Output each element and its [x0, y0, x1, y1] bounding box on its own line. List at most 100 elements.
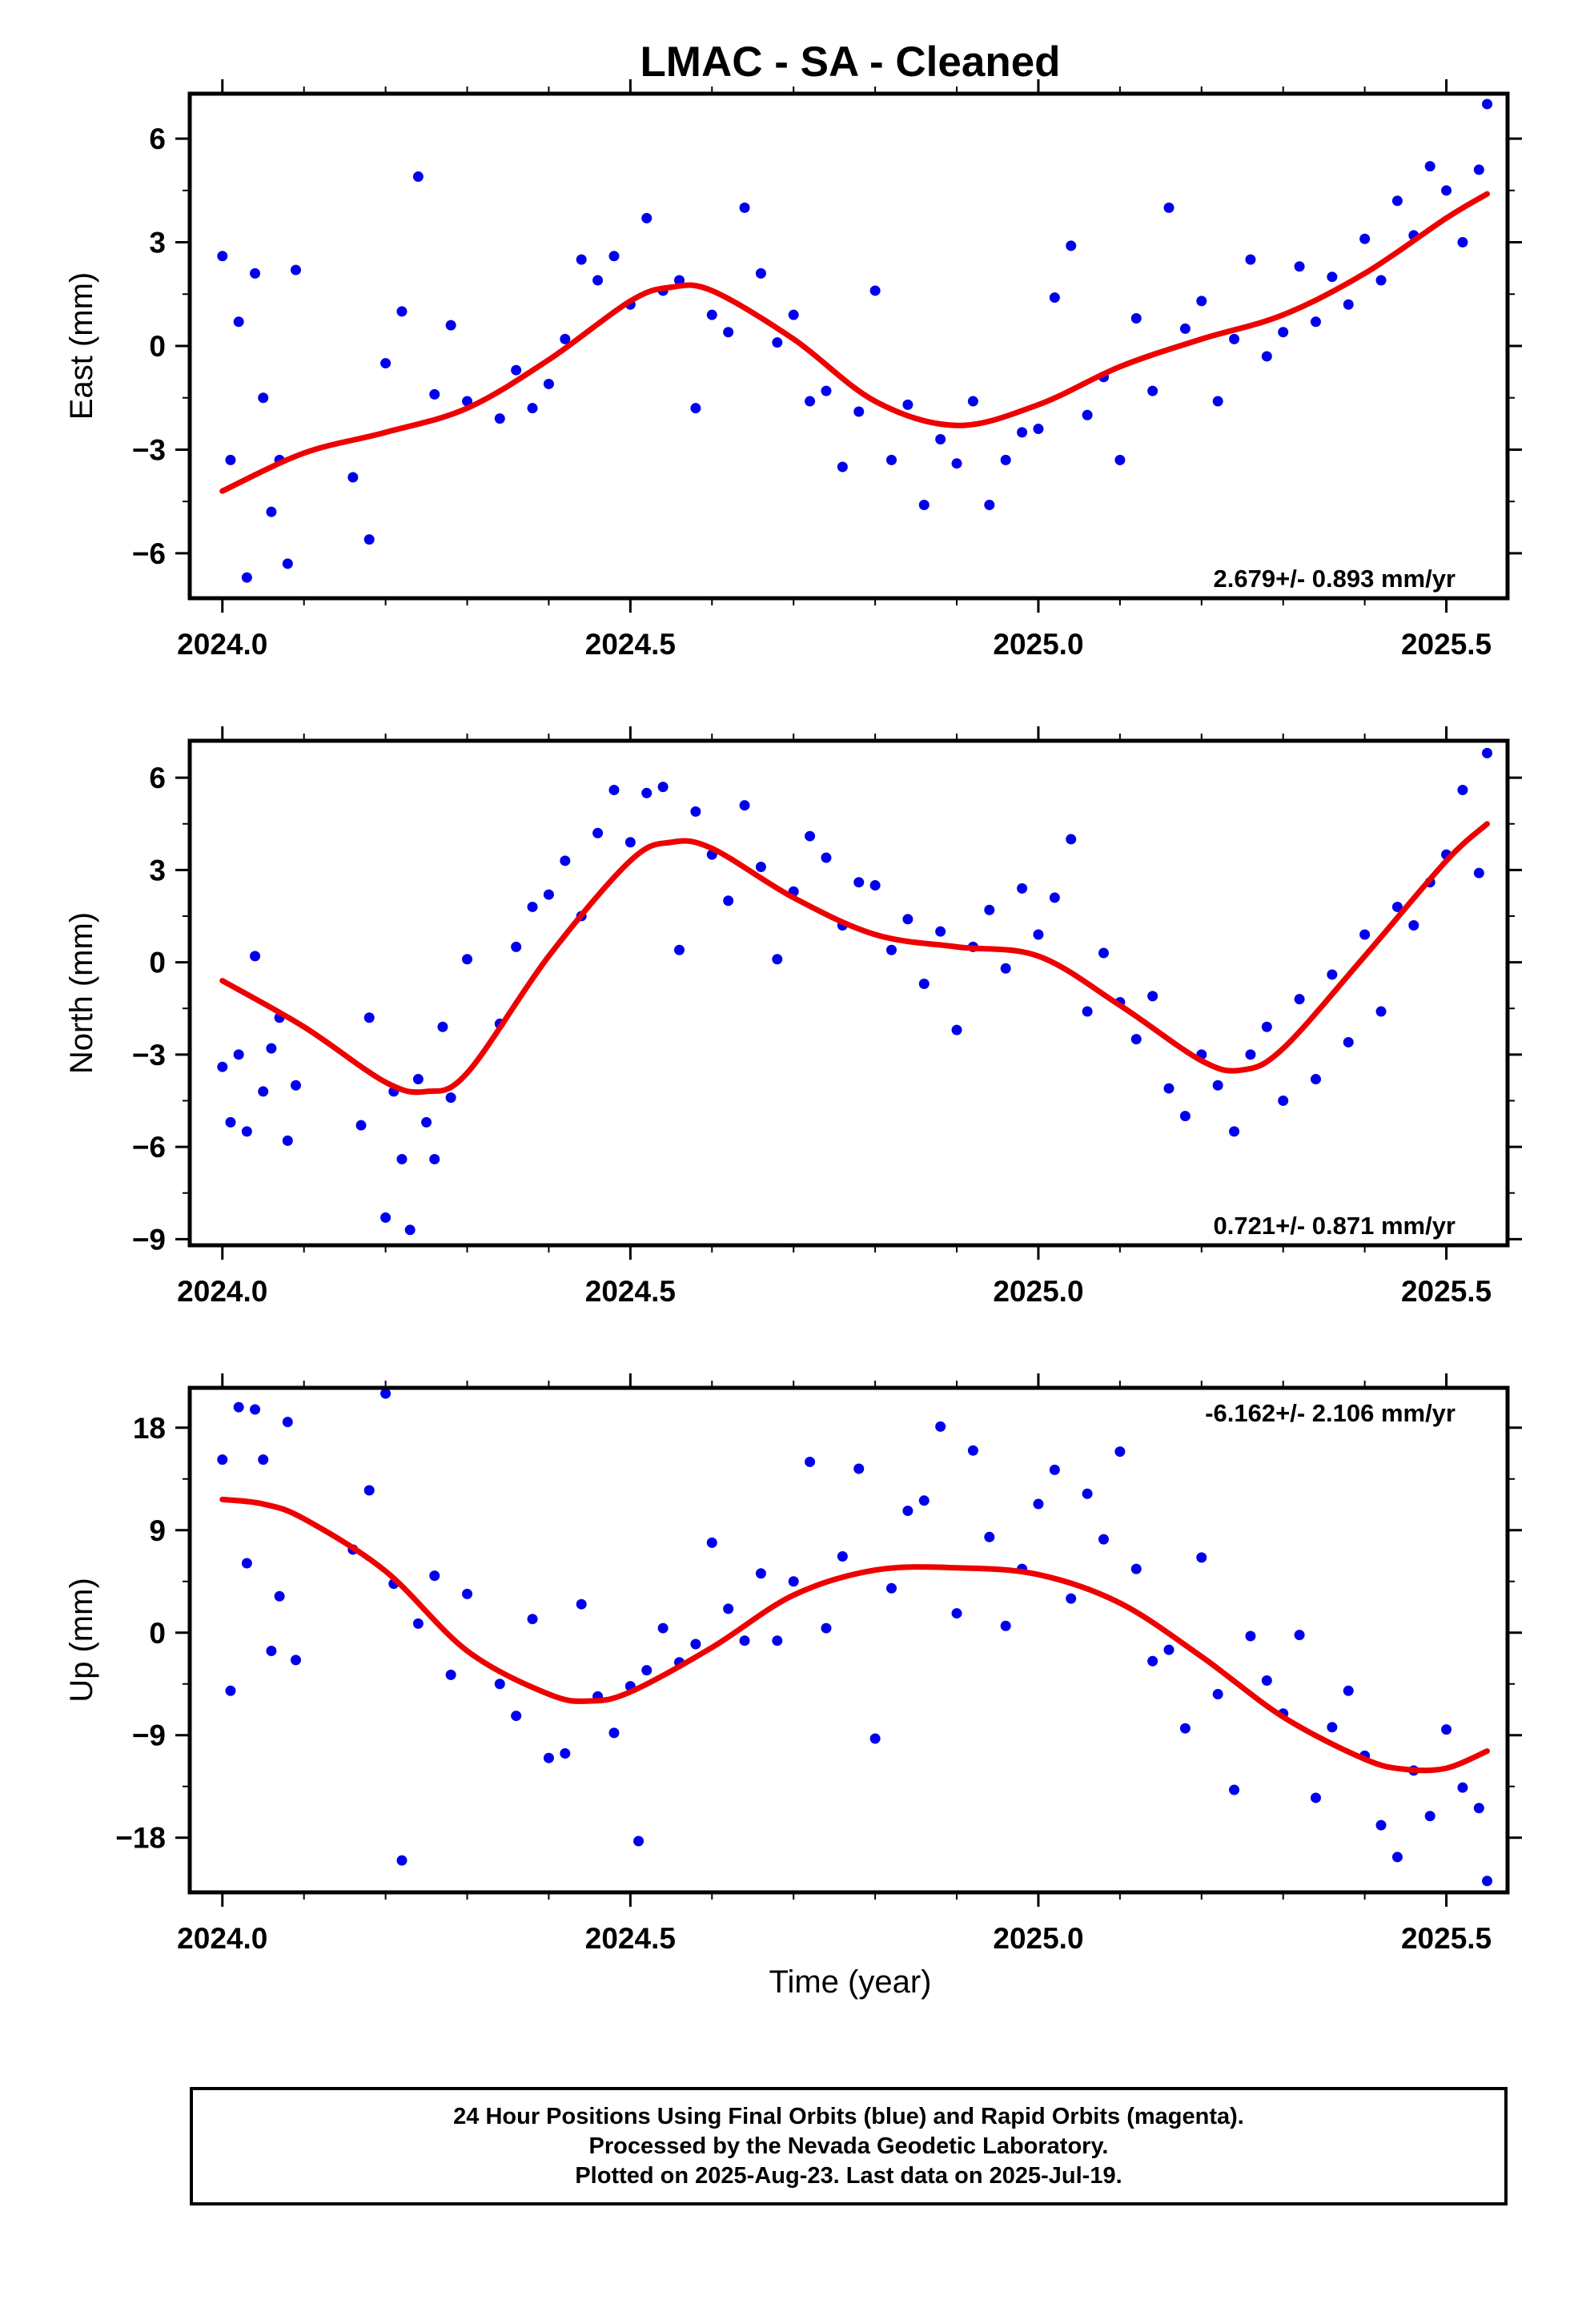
east-data-point	[380, 358, 391, 369]
east-data-point	[1424, 161, 1435, 172]
north-data-point	[1017, 883, 1028, 894]
east-data-point	[951, 458, 962, 469]
north-data-point	[690, 806, 701, 817]
east-data-point	[592, 275, 604, 286]
east-data-point	[225, 454, 236, 465]
north-data-point	[282, 1135, 293, 1146]
north-data-point	[608, 784, 620, 795]
east-data-point	[462, 396, 473, 407]
up-data-point	[1391, 1852, 1403, 1863]
up-data-point	[412, 1618, 424, 1629]
east-data-point	[853, 406, 865, 417]
north-data-point	[217, 1061, 228, 1072]
east-data-point	[1147, 385, 1158, 396]
east-points	[217, 99, 1493, 583]
east-data-point	[1130, 312, 1142, 324]
north-data-point	[421, 1116, 432, 1128]
north-data-point	[641, 787, 652, 798]
north-data-point	[1482, 747, 1493, 758]
east-data-point	[1196, 296, 1207, 307]
up-data-point	[739, 1635, 750, 1647]
up-data-point	[935, 1421, 946, 1432]
up-data-point	[723, 1603, 734, 1614]
east-data-point	[1229, 333, 1240, 344]
up-data-point	[886, 1582, 897, 1594]
east-data-point	[576, 254, 587, 265]
north-data-point	[755, 862, 766, 872]
up-data-point	[788, 1576, 799, 1587]
north-data-point	[1163, 1083, 1174, 1094]
north-data-point	[429, 1153, 440, 1164]
east-data-point	[788, 309, 799, 320]
up-data-point	[1114, 1446, 1126, 1458]
up-data-point	[1082, 1488, 1093, 1499]
up-data-point	[494, 1679, 505, 1690]
north-x-tick-label: 2024.0	[177, 1275, 267, 1308]
caption-line-orbits: 24 Hour Positions Using Final Orbits (bl…	[453, 2103, 1244, 2129]
caption-line-plotted: Plotted on 2025-Aug-23. Last data on 202…	[575, 2162, 1122, 2189]
up-data-point	[837, 1550, 848, 1562]
east-data-point	[445, 320, 456, 331]
north-data-point	[1229, 1126, 1240, 1137]
east-data-point	[1082, 409, 1093, 420]
up-data-point	[1473, 1803, 1484, 1814]
north-data-point	[437, 1021, 448, 1032]
up-data-point	[543, 1752, 554, 1763]
up-data-point	[396, 1855, 408, 1866]
east-data-point	[886, 454, 897, 465]
north-data-point	[560, 855, 571, 866]
north-data-point	[1375, 1006, 1387, 1017]
up-data-point	[1066, 1593, 1077, 1604]
north-points	[217, 747, 1493, 1236]
up-data-point	[1261, 1675, 1272, 1686]
north-data-point	[250, 951, 261, 962]
north-data-point	[266, 1043, 277, 1054]
north-data-point	[918, 978, 930, 989]
north-data-point	[853, 877, 865, 888]
up-data-point	[608, 1727, 620, 1739]
north-data-point	[1066, 834, 1077, 845]
up-points	[217, 1388, 1493, 1887]
up-data-point	[984, 1531, 995, 1542]
up-data-point	[1310, 1792, 1321, 1803]
east-rate-label: 2.679+/- 0.893 mm/yr	[1214, 565, 1456, 593]
north-data-point	[1359, 929, 1371, 940]
north-data-point	[1343, 1036, 1354, 1047]
east-data-point	[1033, 424, 1044, 435]
up-data-point	[869, 1733, 881, 1744]
north-data-point	[1212, 1080, 1223, 1091]
up-data-point	[363, 1485, 375, 1496]
up-data-point	[772, 1635, 783, 1647]
up-data-point	[225, 1685, 236, 1696]
east-data-point	[837, 461, 848, 472]
panel-north: 2024.0 2024.5 2025.0 2025.5 6 3 0 −3 −6 −9 North (…	[64, 726, 1522, 1308]
east-data-point	[967, 396, 978, 407]
north-y-tick-label: 6	[149, 762, 166, 794]
east-data-point	[755, 267, 766, 279]
north-y-tick-label: −6	[132, 1131, 166, 1164]
east-data-point	[821, 385, 832, 396]
north-y-tick-label: 3	[149, 854, 166, 887]
east-data-point	[1391, 195, 1403, 207]
north-data-point	[1049, 892, 1060, 903]
east-data-point	[412, 171, 424, 183]
up-y-tick-label: 9	[149, 1514, 166, 1547]
east-data-point	[217, 251, 228, 262]
panel-east: 2024.0 2024.5 2025.0 2025.5 6 3 0 −3 −6 East (mm)…	[64, 79, 1522, 661]
east-y-tick-label: 6	[149, 123, 166, 155]
up-data-point	[821, 1622, 832, 1634]
up-data-point	[1130, 1563, 1142, 1574]
east-data-point	[429, 388, 440, 400]
east-y-tick-label: −3	[132, 433, 166, 466]
east-x-tick-label: 2025.5	[1401, 628, 1492, 661]
east-data-point	[290, 264, 301, 275]
north-data-point	[869, 880, 881, 891]
east-data-point	[363, 534, 375, 545]
up-rate-label: -6.162+/- 2.106 mm/yr	[1205, 1399, 1456, 1427]
east-data-point	[1294, 261, 1305, 272]
up-data-point	[1049, 1464, 1060, 1475]
east-data-point	[1327, 271, 1338, 283]
north-y-tick-label: 0	[149, 947, 166, 979]
up-y-axis-title: Up (mm)	[64, 1578, 99, 1703]
east-data-point	[527, 403, 538, 414]
